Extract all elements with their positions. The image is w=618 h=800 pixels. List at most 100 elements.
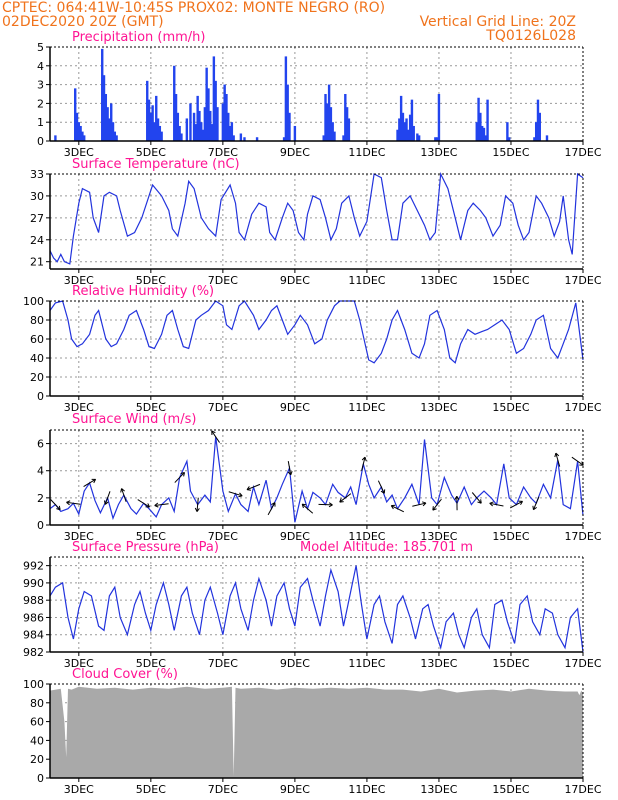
x-tick-label: 15DEC	[492, 274, 529, 287]
precip-bar	[232, 135, 235, 141]
precip-bar	[329, 107, 333, 141]
x-tick-label: 11DEC	[348, 530, 385, 543]
y-tick-label: 992	[23, 560, 44, 573]
wind-panel: 0 2 4 6 3DEC 5DEC 7DEC 9DEC 11DEC 13DEC 15DEC 17DEC…	[37, 412, 602, 543]
wind-arrow	[391, 505, 405, 513]
precip-bar	[410, 99, 414, 141]
x-tick-label: 15DEC	[492, 401, 529, 414]
wind-arrow	[66, 501, 81, 505]
precip-bar	[160, 131, 163, 141]
precip-bar	[322, 135, 325, 141]
x-tick-label: 5DEC	[136, 530, 166, 543]
precip-bar	[173, 65, 176, 141]
x-tick-label: 7DEC	[208, 783, 238, 796]
x-tick-label: 5DEC	[136, 783, 166, 796]
x-tick-label: 3DEC	[64, 146, 94, 159]
wind-arrow	[287, 461, 292, 475]
y-tick-label: 80	[30, 314, 44, 327]
precip-bar	[282, 137, 286, 141]
x-tick-label: 9DEC	[280, 401, 310, 414]
precip-bar	[437, 94, 441, 141]
y-tick-label: 1	[37, 116, 44, 129]
precip-bar	[81, 131, 84, 141]
precip-bar	[434, 137, 437, 141]
precip-bar	[205, 67, 208, 141]
wind-arrow-head	[477, 499, 482, 504]
wind-arrow	[104, 491, 111, 505]
x-tick-label: 7DEC	[208, 146, 238, 159]
precip-bar	[104, 94, 108, 141]
precip-bar	[102, 75, 106, 141]
wind-arrow-head	[154, 502, 159, 508]
pressure-panel: 982 984 986 988 990 992 3DEC 5DEC 7DEC 9DEC 11DEC 1…	[23, 540, 602, 670]
x-tick-label: 5DEC	[136, 146, 166, 159]
x-tick-label: 9DEC	[280, 530, 310, 543]
y-tick-label: 4	[37, 465, 44, 478]
x-tick-label: 15DEC	[492, 530, 529, 543]
wind-arrow	[196, 497, 199, 512]
precip-bar	[149, 112, 153, 141]
precip-bar	[101, 48, 104, 141]
y-tick-label: 21	[30, 256, 44, 269]
x-tick-label: 3DEC	[64, 401, 94, 414]
wind-arrow-head	[271, 502, 276, 507]
wind-arrow	[471, 492, 482, 504]
wind-arrow	[509, 500, 523, 509]
precip-bar	[398, 118, 401, 141]
vertical-grid-label: Vertical Grid Line: 20Z	[419, 14, 576, 30]
run-date-label: 02DEC2020 20Z (GMT)	[2, 14, 164, 30]
wind-arrow-head	[339, 498, 344, 503]
wind-arrow	[571, 456, 584, 466]
y-tick-label: 100	[23, 678, 44, 691]
precip-bar	[201, 129, 205, 141]
wind-arrow-head	[287, 470, 293, 476]
y-tick-label: 982	[23, 646, 44, 659]
precip-bar	[435, 137, 439, 141]
wind-arrow-head	[518, 500, 523, 506]
cloud-cover-area	[50, 686, 583, 778]
wind-arrow	[121, 488, 127, 502]
wind-arrow-head	[380, 489, 386, 494]
y-tick-label: 27	[30, 212, 44, 225]
wind-arrow-head	[454, 496, 460, 501]
precip-bar	[153, 122, 156, 141]
panel-title: Cloud Cover (%)	[72, 667, 178, 682]
precip-bar	[146, 80, 149, 141]
x-tick-label: 9DEC	[280, 783, 310, 796]
panel-title: Surface Temperature (nC)	[72, 157, 240, 172]
temp-panel: 21 24 27 30 33 3DEC 5DEC 7DEC 9DEC 11DEC 13DEC 15DE…	[30, 157, 602, 287]
precip-bar	[189, 103, 192, 141]
wind-arrow	[412, 502, 427, 507]
precip-bar	[327, 84, 331, 141]
wind-arrow-head	[145, 503, 151, 508]
wind-arrow-head	[532, 505, 537, 511]
precip-bar	[345, 107, 349, 141]
wind-arrow	[489, 502, 504, 507]
precip-bar	[536, 99, 540, 141]
y-tick-label: 20	[30, 371, 44, 384]
wind-arrow-head	[194, 507, 200, 512]
precip-bar	[326, 103, 329, 141]
wind-arrow-head	[211, 430, 216, 436]
rh-series-line	[49, 300, 584, 364]
wind-arrow-head	[432, 506, 437, 511]
y-tick-label: 6	[37, 438, 44, 451]
x-tick-label: 17DEC	[564, 783, 601, 796]
x-tick-label: 5DEC	[136, 274, 166, 287]
precip-bar	[207, 88, 210, 141]
precip-bar	[475, 122, 478, 141]
x-tick-label: 13DEC	[420, 783, 457, 796]
precip-bar	[111, 122, 115, 141]
temp-series-line	[49, 171, 584, 265]
wind-arrow-head	[422, 501, 427, 507]
precip-bar	[417, 135, 421, 141]
panel-subtitle: Model Altitude: 185.701 m	[300, 540, 473, 555]
x-tick-label: 9DEC	[280, 146, 310, 159]
precip-bar	[230, 122, 234, 141]
wind-arrow-head	[180, 471, 185, 477]
wind-arrow	[174, 472, 185, 483]
precip-bar	[545, 135, 549, 141]
precip-bar	[344, 94, 347, 141]
precip-bar	[196, 95, 199, 141]
